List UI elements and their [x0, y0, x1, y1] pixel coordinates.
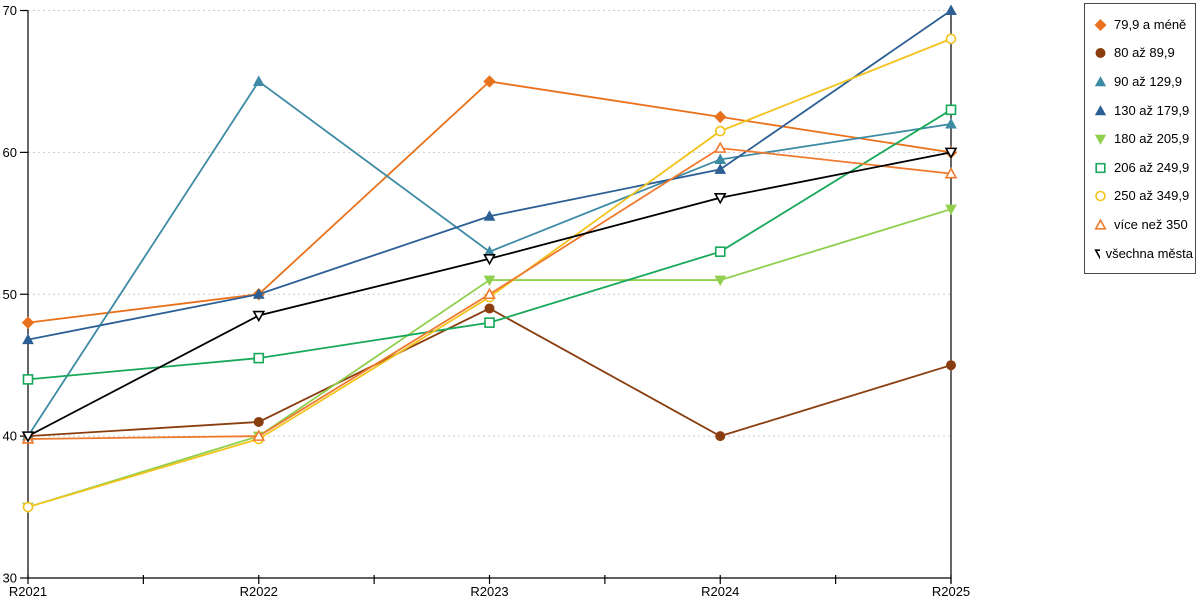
data-point [944, 167, 958, 179]
data-point [946, 360, 956, 371]
legend-item-80-a-89-9: 80 až 89,9 [1093, 39, 1193, 68]
legend-item-v-ce-ne-350: více než 350 [1093, 210, 1193, 239]
legend-marker-shape [1094, 104, 1107, 115]
x-axis-tick-label: R2023 [470, 584, 508, 599]
data-point [253, 352, 265, 364]
data-point [253, 416, 264, 427]
data-point [714, 125, 726, 137]
data-point [252, 429, 266, 441]
data-point [714, 246, 726, 257]
data-point [252, 310, 266, 323]
legend-item-label: 130 až 179,9 [1114, 102, 1190, 118]
data-point [484, 303, 495, 314]
y-axis-tick-label: 50 [3, 287, 17, 302]
legend-item-label: 180 až 205,9 [1114, 131, 1190, 147]
data-point [713, 192, 727, 205]
legend-marker-shape [1094, 134, 1107, 145]
legend: 79,9 a méně 80 až 89,9 90 až 129,9 130 až 1… [1084, 3, 1196, 275]
data-point [21, 316, 35, 329]
legend-marker-triangle-up-icon [1094, 76, 1107, 87]
x-axis-tick-label: R2024 [701, 584, 739, 599]
data-point [483, 210, 496, 221]
data-point [252, 288, 265, 299]
data-point [713, 141, 727, 153]
legend-marker-shape [1095, 48, 1106, 59]
legend-item-79-9-a-m-n: 79,9 a méně [1093, 10, 1193, 39]
legend-item-250-a-349-9: 250 až 349,9 [1093, 182, 1193, 211]
series-line [27, 80, 952, 324]
data-point [252, 75, 265, 86]
legend-item-label: 80 až 89,9 [1114, 45, 1175, 61]
data-point [944, 147, 958, 160]
series-130-a-179-9 [22, 4, 957, 345]
legend-item-90-a-129-9: 90 až 129,9 [1093, 67, 1193, 96]
line-chart: 30 40 50 60 70 R2021 R2022 R2023 R2024 R2025 [3, 3, 971, 599]
data-point [945, 104, 957, 116]
legend-marker-circle-icon [1095, 191, 1106, 202]
legend-marker-shape [1094, 18, 1107, 31]
data-point [22, 333, 34, 345]
legend-item-label: 250 až 349,9 [1114, 188, 1190, 204]
legend-item-206-a-249-9: 206 až 249,9 [1093, 153, 1193, 182]
data-point [484, 317, 495, 328]
data-point [22, 374, 34, 385]
data-point [945, 33, 957, 45]
legend-marker-shape [1095, 191, 1106, 202]
legend-item-130-a-179-9: 130 až 179,9 [1093, 96, 1193, 125]
series-79-9-a-m-n [21, 75, 958, 329]
y-axis-tick-label: 60 [3, 145, 17, 160]
data-point [483, 275, 496, 287]
data-point [483, 253, 496, 266]
data-point [22, 501, 34, 513]
data-point [714, 110, 727, 124]
data-point [945, 4, 957, 15]
x-axis-tick-label: R2022 [240, 584, 278, 599]
legend-marker-diamond-icon [1094, 18, 1107, 31]
legend-marker-shape [1094, 76, 1107, 87]
x-axis-tick-label: R2021 [9, 584, 47, 599]
legend-marker-shape [1094, 248, 1100, 259]
legend-item-label: 90 až 129,9 [1114, 73, 1182, 89]
data-point [483, 287, 496, 300]
legend-marker-square-icon [1095, 162, 1106, 173]
series-250-a-349-9 [22, 33, 957, 513]
legend-marker-triangle-down-icon [1094, 248, 1100, 259]
y-axis-tick-label: 40 [3, 429, 17, 444]
legend-item-label: více než 350 [1114, 216, 1188, 232]
legend-item-label: 79,9 a méně [1114, 16, 1187, 32]
data-point [21, 431, 35, 443]
data-point [483, 75, 496, 88]
legend-item-label: všechna města [1105, 245, 1193, 261]
series-v-ce-ne-350 [21, 141, 958, 444]
legend-marker-triangle-down-icon [1094, 134, 1107, 145]
legend-marker-circle-icon [1095, 48, 1106, 59]
series-v-echna-m-sta [21, 147, 958, 443]
legend-marker-triangle-up-icon [1094, 104, 1107, 115]
legend-marker-triangle-up-icon [1094, 218, 1107, 230]
series-line [27, 109, 952, 381]
data-point [714, 275, 727, 287]
x-axis-tick-label: R2025 [932, 584, 970, 599]
y-axis-tick-label: 30 [3, 571, 17, 586]
legend-item-v-echna-m-sta: všechna města [1093, 239, 1193, 268]
legend-item-180-a-205-9: 180 až 205,9 [1093, 124, 1193, 153]
legend-item-label: 206 až 249,9 [1114, 159, 1190, 175]
data-point [714, 163, 727, 174]
data-point [945, 117, 957, 129]
data-point [945, 204, 957, 216]
legend-marker-shape [1094, 218, 1107, 230]
series-206-a-249-9 [22, 104, 957, 385]
data-point [715, 431, 726, 442]
legend-marker-shape [1095, 162, 1106, 173]
y-axis-tick-label: 70 [3, 3, 17, 18]
